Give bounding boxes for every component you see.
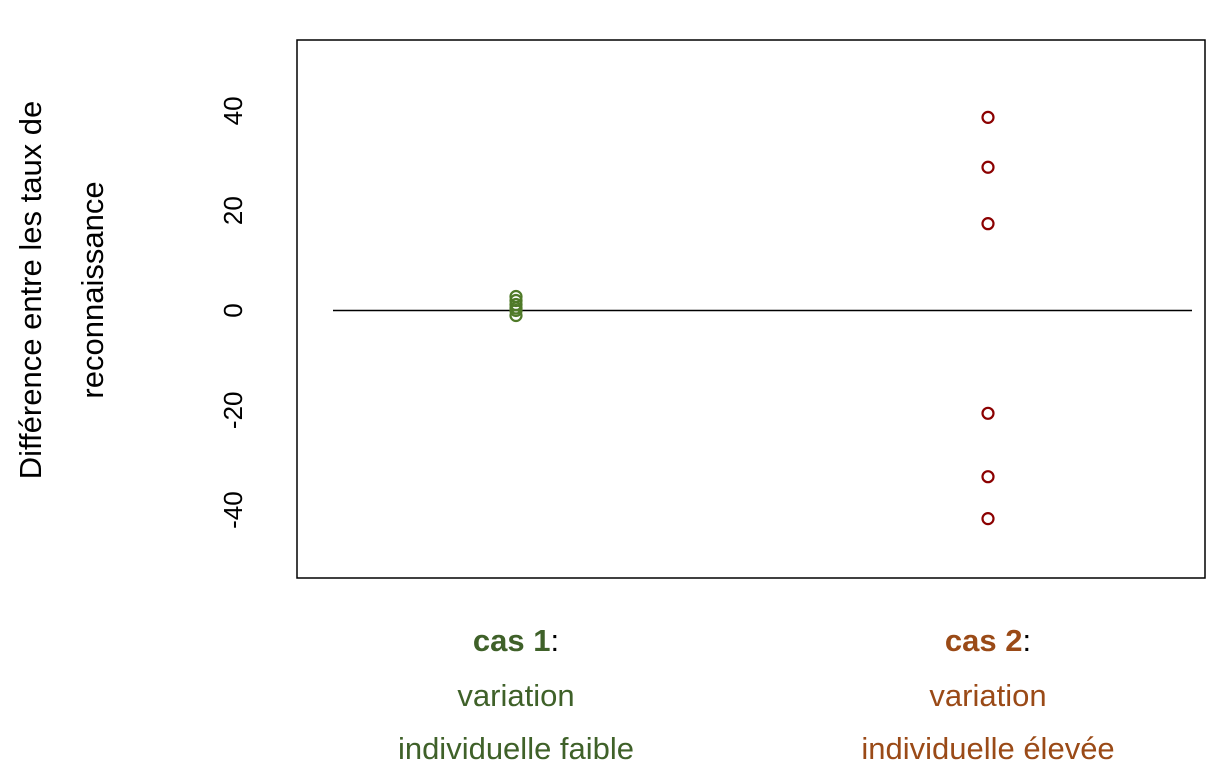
category-name: cas 2 (945, 623, 1023, 658)
y-axis-label: reconnaissance (75, 181, 110, 398)
category-separator: : (1022, 623, 1031, 658)
y-tick-label: 40 (218, 96, 248, 125)
y-axis-label: Différence entre les taux de (13, 101, 48, 480)
y-tick-label: 0 (218, 303, 248, 317)
category-name: cas 1 (473, 623, 551, 658)
y-tick-label: -40 (218, 491, 248, 529)
category-separator: : (550, 623, 559, 658)
y-tick-label: -20 (218, 392, 248, 430)
data-point (981, 512, 995, 526)
x-category-label: cas 1: (473, 623, 559, 658)
data-point (509, 308, 523, 323)
data-point (981, 160, 995, 174)
x-category-label: cas 2: (945, 623, 1031, 658)
x-category-detail: individuelle faible (398, 731, 634, 766)
y-tick-label: 20 (218, 196, 248, 225)
data-point (981, 470, 995, 484)
plot-frame (296, 39, 1206, 579)
data-point (981, 110, 995, 124)
x-category-detail: variation (457, 678, 574, 713)
data-point (981, 406, 995, 420)
x-category-detail: variation (929, 678, 1046, 713)
data-point (981, 217, 995, 231)
data-point (509, 303, 523, 318)
x-category-detail: individuelle élevée (861, 731, 1114, 766)
